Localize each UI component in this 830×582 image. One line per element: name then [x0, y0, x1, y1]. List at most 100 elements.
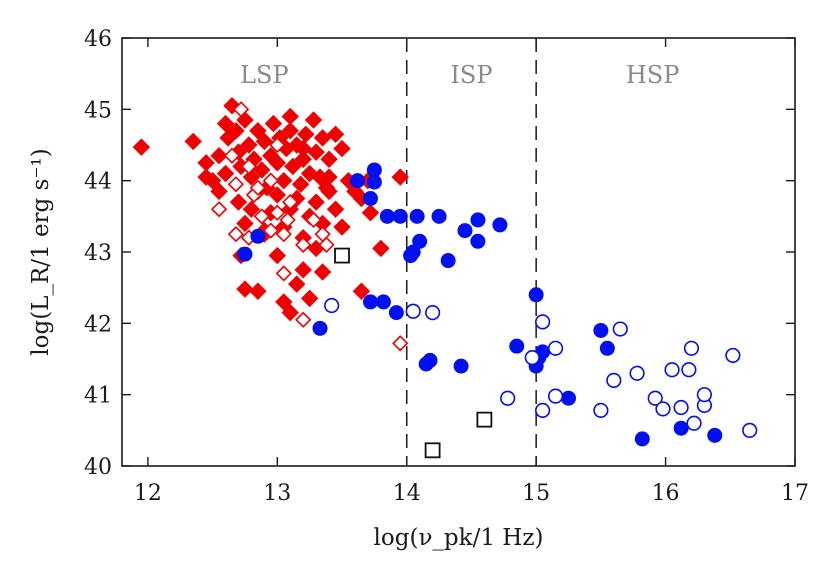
data-point-filled-diamond	[304, 111, 323, 129]
data-point-open-circle	[606, 372, 622, 389]
data-point-open-diamond	[240, 158, 257, 175]
data-point-filled-diamond	[255, 132, 274, 151]
data-point-filled-circle	[392, 208, 408, 224]
data-point-open-diamond	[253, 208, 270, 225]
data-point-filled-circle	[470, 212, 486, 228]
data-point-open-square	[334, 247, 350, 264]
data-point-open-circle	[686, 415, 702, 431]
data-point-filled-diamond	[210, 182, 228, 201]
data-point-open-circle	[673, 399, 689, 416]
data-point-open-circle	[742, 422, 758, 438]
data-point-open-diamond	[305, 211, 322, 229]
data-point-open-circle	[535, 314, 551, 330]
y-tick-label: 43	[84, 241, 112, 266]
data-point-filled-circle	[409, 208, 425, 224]
data-point-filled-diamond	[227, 122, 245, 140]
data-point-open-circle	[612, 321, 628, 337]
data-point-filled-diamond	[326, 125, 345, 144]
data-point-filled-diamond	[361, 204, 380, 222]
data-point-filled-diamond	[210, 146, 228, 165]
data-point-open-circle	[683, 340, 700, 356]
data-point-open-diamond	[262, 222, 279, 239]
data-point-filled-diamond	[313, 263, 332, 281]
data-point-open-circle	[593, 402, 609, 418]
region-label-hsp: HSP	[626, 61, 680, 89]
data-point-filled-circle	[599, 340, 615, 356]
data-point-filled-diamond	[197, 168, 215, 186]
x-tick-label: 15	[522, 481, 550, 506]
data-point-filled-diamond	[264, 114, 283, 133]
data-point-filled-diamond	[275, 171, 293, 190]
data-point-filled-diamond	[288, 275, 306, 293]
x-tick-label: 16	[652, 481, 680, 506]
data-point-filled-diamond	[300, 289, 319, 308]
data-point-filled-diamond	[281, 122, 299, 140]
data-point-open-diamond	[249, 179, 267, 196]
data-point-open-square	[424, 442, 441, 459]
data-point-filled-circle	[388, 305, 404, 321]
data-point-filled-circle	[470, 233, 486, 249]
data-point-filled-diamond	[236, 280, 254, 298]
data-point-filled-diamond	[320, 168, 338, 186]
data-point-filled-diamond	[268, 186, 287, 204]
data-point-filled-diamond	[297, 125, 315, 144]
data-point-open-circle	[655, 401, 671, 417]
data-point-filled-circle	[375, 294, 391, 310]
data-point-filled-diamond	[216, 164, 235, 183]
data-point-filled-circle	[379, 208, 395, 224]
data-point-filled-diamond	[307, 143, 325, 161]
data-point-filled-diamond	[236, 214, 254, 233]
data-point-open-circle	[535, 402, 551, 418]
x-tick-label: 13	[263, 481, 291, 506]
data-point-filled-circle	[457, 223, 473, 239]
data-point-open-circle	[725, 347, 741, 364]
data-point-filled-diamond	[242, 200, 261, 218]
data-point-filled-circle	[453, 358, 469, 374]
y-tick-label: 45	[84, 98, 112, 123]
data-point-open-diamond	[295, 311, 312, 328]
data-point-filled-circle	[528, 287, 544, 303]
data-point-open-diamond	[227, 176, 245, 193]
data-point-filled-diamond	[184, 132, 202, 151]
data-point-open-diamond	[275, 226, 292, 243]
x-tick-label: 17	[781, 481, 809, 506]
y-tick-label: 41	[84, 384, 112, 409]
data-point-open-circle	[696, 387, 713, 403]
data-point-filled-diamond	[253, 161, 271, 179]
data-point-filled-diamond	[326, 200, 345, 218]
data-point-open-diamond	[232, 101, 250, 118]
data-point-filled-circle	[312, 320, 328, 336]
data-point-filled-diamond	[229, 193, 248, 211]
data-point-open-square	[476, 411, 493, 428]
y-tick-label: 40	[84, 455, 112, 480]
data-point-open-diamond	[279, 211, 296, 229]
region-labels: LSP ISP HSP	[240, 61, 679, 89]
data-point-open-diamond	[210, 201, 228, 218]
data-point-filled-circle	[431, 208, 447, 224]
data-point-open-circle	[425, 305, 441, 321]
data-point-open-diamond	[275, 265, 292, 282]
data-point-filled-diamond	[294, 261, 312, 279]
plot-frame	[121, 37, 796, 467]
data-point-filled-circle	[707, 427, 723, 443]
data-point-open-diamond	[282, 193, 299, 211]
region-label-lsp: LSP	[240, 61, 289, 89]
data-point-filled-diamond	[249, 282, 267, 300]
data-point-filled-circle	[405, 244, 421, 260]
region-boundaries	[405, 38, 537, 466]
x-tick-label: 14	[393, 481, 421, 506]
data-point-filled-circle	[673, 420, 689, 436]
data-point-filled-circle	[561, 390, 577, 406]
data-point-open-circle	[629, 365, 645, 381]
data-point-open-circle	[681, 362, 697, 378]
data-point-filled-diamond	[240, 136, 258, 154]
data-point-filled-circle	[593, 322, 609, 338]
data-point-open-diamond	[262, 172, 279, 189]
data-point-filled-diamond	[268, 154, 287, 172]
y-axis-label: log(L_R/1 erg s⁻¹)	[28, 148, 54, 355]
data-point-open-circle	[547, 388, 564, 404]
data-point-open-circle	[324, 297, 340, 314]
x-tick-label: 12	[134, 481, 162, 506]
data-point-open-diamond	[223, 147, 241, 164]
